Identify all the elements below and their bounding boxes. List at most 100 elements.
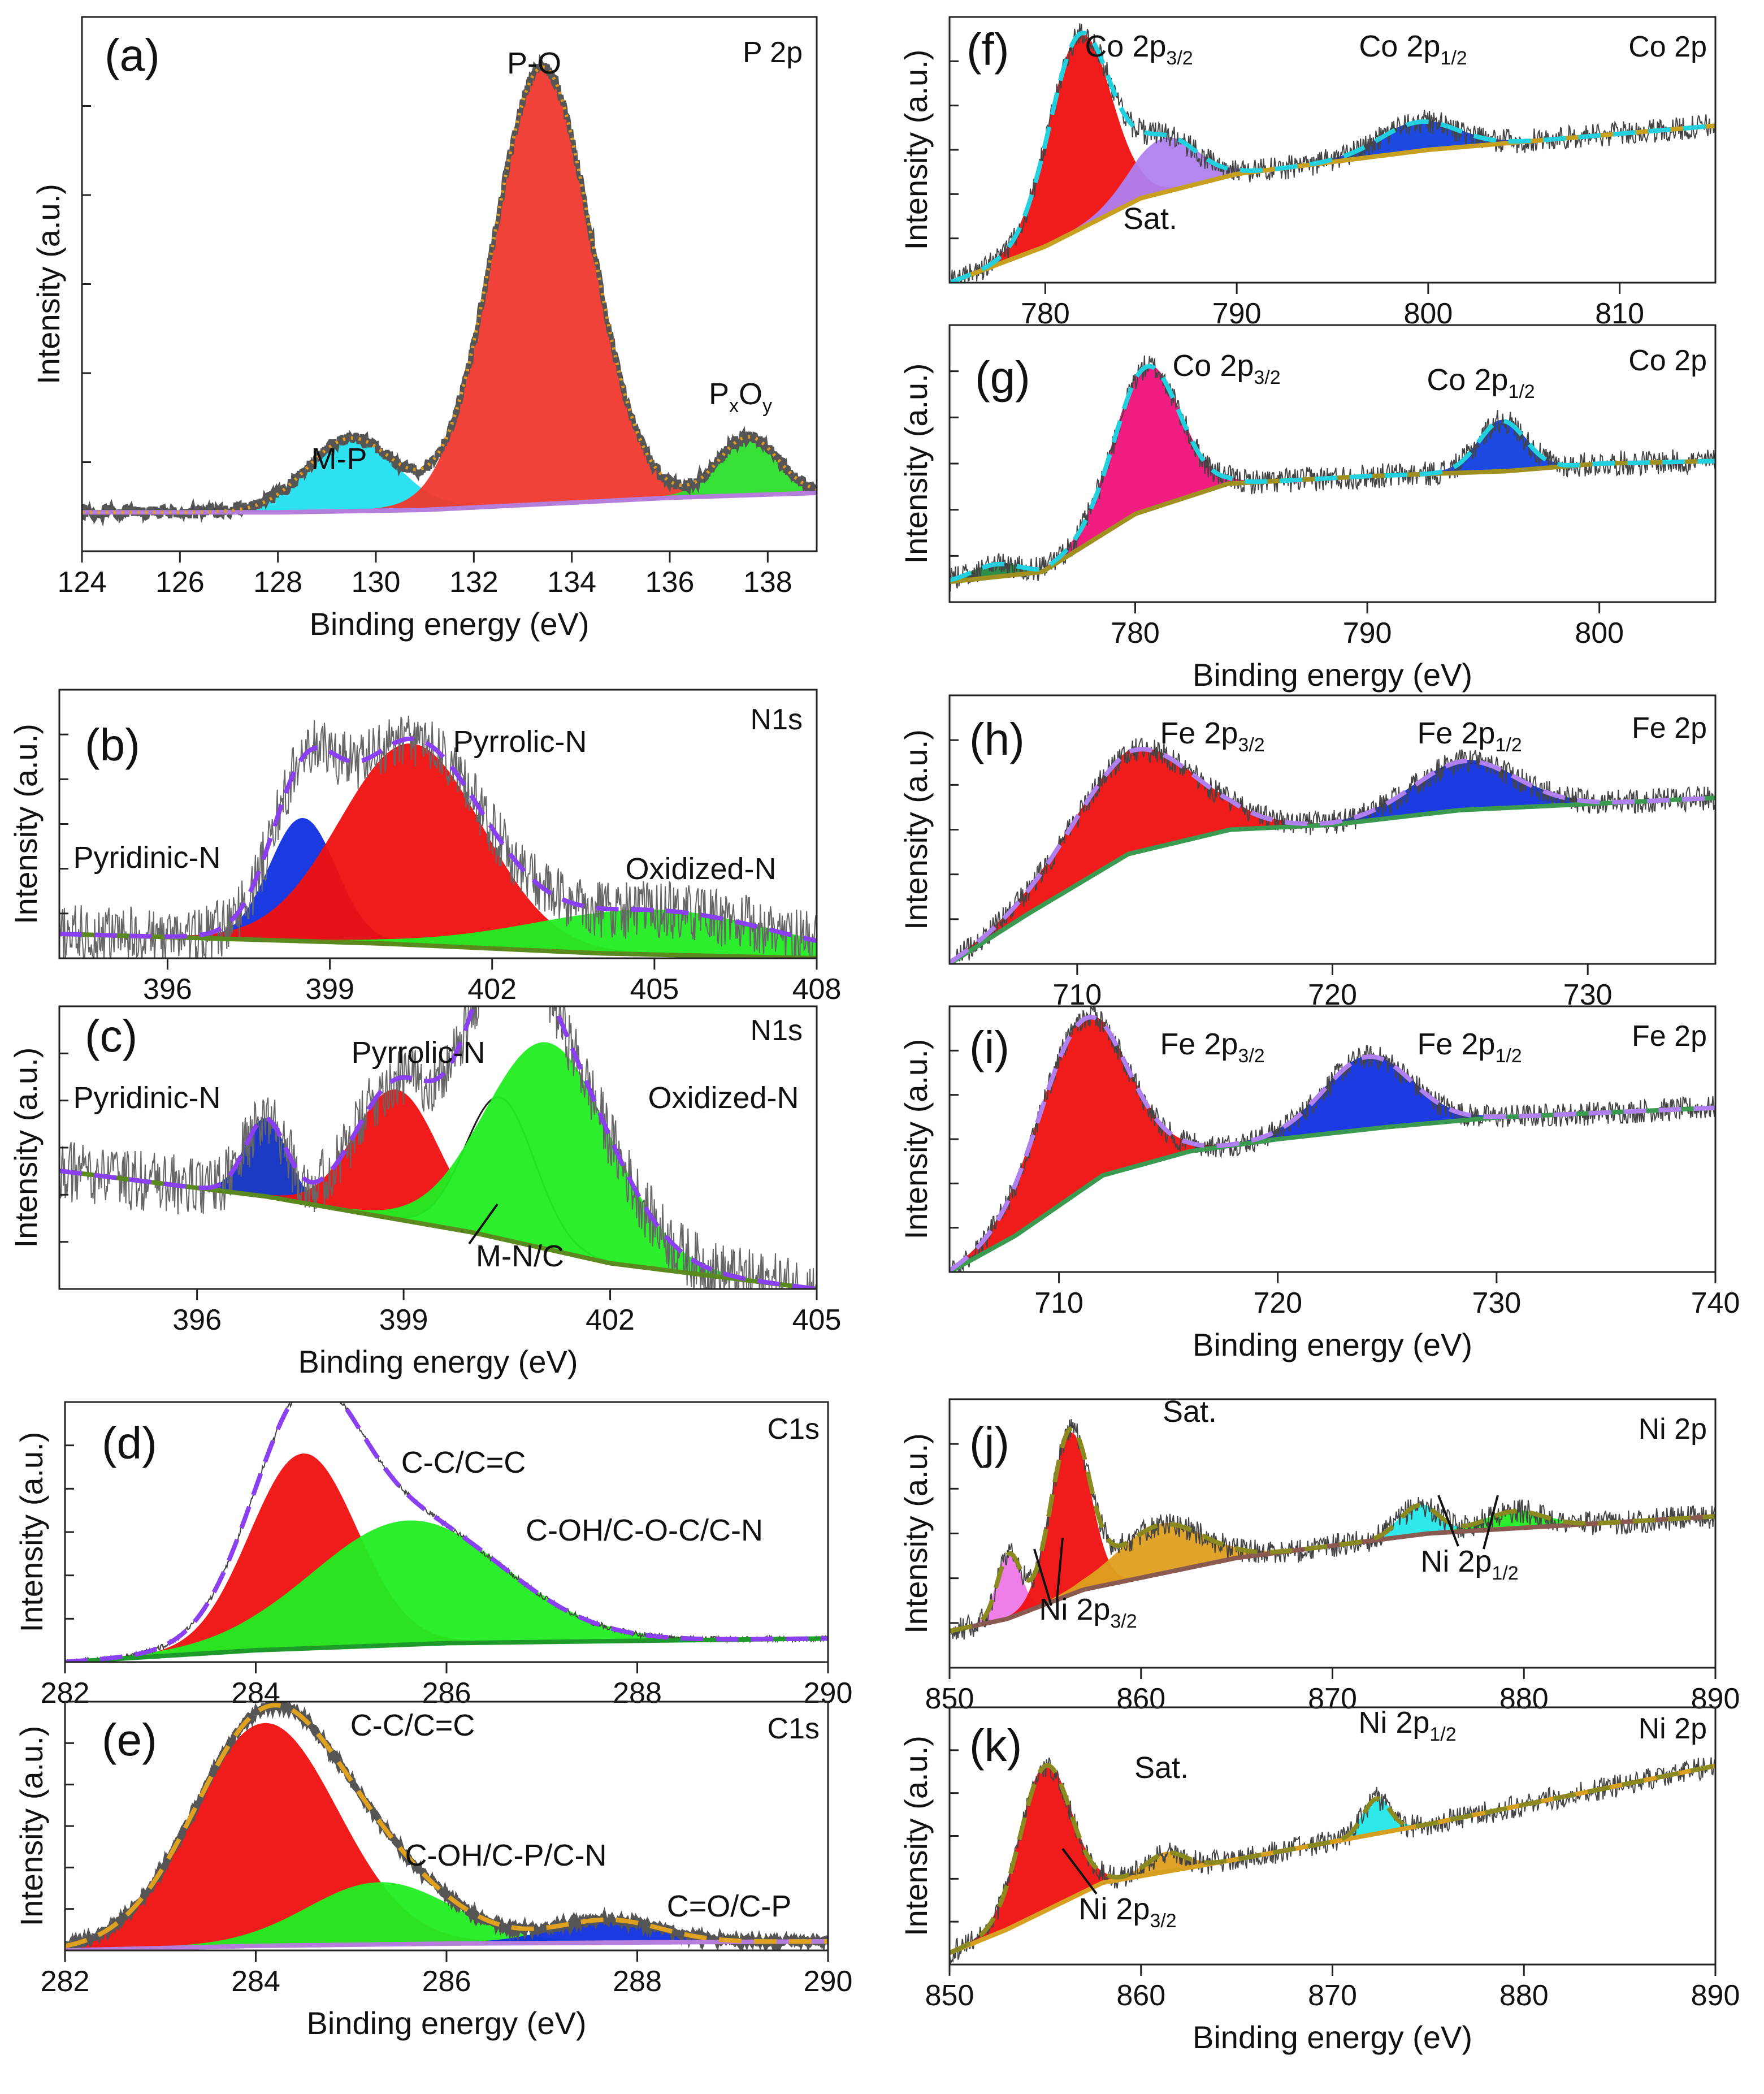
annotation-leader — [1437, 1495, 1459, 1547]
background-line — [950, 1514, 1715, 1634]
chart-panel-e: 282 284 286 288 290 Binding energy (eV) Intens… — [14, 1701, 853, 2041]
envelope-line — [950, 31, 1715, 283]
plot-area — [65, 1402, 828, 1662]
annotation-leader — [468, 1203, 499, 1245]
envelope-line — [950, 1763, 1715, 1955]
x-tick-label: 402 — [586, 1304, 635, 1336]
x-tick-label: 286 — [422, 1677, 471, 1710]
annotation-leader — [1056, 1537, 1064, 1600]
plot-area — [65, 1702, 828, 1950]
x-tick-label: 730 — [1472, 1287, 1521, 1319]
y-axis-label: Intensity (a.u.) — [898, 50, 934, 250]
plot-frame — [948, 694, 1717, 965]
peak-area — [950, 748, 1715, 964]
y-axis-label: Intensity (a.u.) — [898, 1736, 934, 1936]
x-tick-label: 780 — [1111, 617, 1160, 650]
x-tick-label: 399 — [379, 1304, 428, 1336]
envelope-line — [65, 1703, 828, 1949]
envelope-line — [59, 736, 817, 944]
raw-data-line — [82, 54, 817, 527]
panel-letter: (d) — [102, 1418, 157, 1468]
panel-letter: (i) — [969, 1022, 1009, 1072]
peak-area — [82, 66, 817, 514]
corner-label: C1s — [768, 1413, 820, 1446]
peak-label: Sat. — [1134, 1751, 1189, 1785]
annotation-leader — [1483, 1495, 1499, 1550]
chart-panel-b: 396 399 402 405 408 Intensity (a.u.) (b) N1s Pyr… — [8, 689, 842, 1006]
x-tick-label: 290 — [804, 1965, 853, 1998]
panel-letter: (a) — [105, 30, 160, 80]
panel-letter: (g) — [975, 352, 1030, 403]
plot-area — [59, 1006, 817, 1289]
envelope-line — [950, 1015, 1715, 1272]
x-tick-label: 850 — [925, 1979, 974, 2012]
envelope-line — [82, 65, 817, 514]
corner-label: N1s — [751, 703, 803, 736]
plot-area — [950, 23, 1715, 283]
plot-area — [59, 715, 817, 958]
corner-label: Co 2p — [1628, 31, 1707, 63]
peak-label: Pyrrolic-N — [453, 725, 587, 759]
y-axis-label: Intensity (a.u.) — [898, 729, 934, 930]
corner-label: Ni 2p — [1639, 1413, 1707, 1446]
x-tick-label: 138 — [743, 566, 792, 599]
x-tick-label: 408 — [792, 973, 842, 1006]
x-axis-label: Binding energy (eV) — [1193, 2019, 1472, 2055]
raw-data-line — [950, 355, 1715, 592]
peak-label: M-P — [311, 442, 367, 476]
peak-label: Sat. — [1123, 202, 1177, 236]
x-tick-label: 720 — [1253, 1287, 1302, 1319]
corner-label: N1s — [751, 1014, 803, 1047]
x-tick-label: 288 — [613, 1677, 662, 1710]
peak-label: Sat. — [1163, 1395, 1217, 1429]
x-tick-label: 890 — [1691, 1979, 1740, 2012]
x-tick-label: 860 — [1116, 1979, 1165, 2012]
x-axis-label: Binding energy (eV) — [298, 1344, 578, 1379]
y-axis-label: Intensity (a.u.) — [14, 1726, 49, 1927]
corner-label: Fe 2p — [1632, 712, 1707, 745]
x-tick-label: 132 — [449, 566, 499, 599]
raw-data-line — [950, 1419, 1715, 1640]
y-axis-label: Intensity (a.u.) — [898, 364, 934, 564]
peak-label: Fe 2p1/2 — [1417, 716, 1522, 756]
x-tick-label: 405 — [630, 973, 679, 1006]
chart-panel-c: 396 399 402 405 Binding energy (eV) Intensity… — [8, 1005, 842, 1379]
background-line — [950, 1105, 1715, 1272]
plot-area — [950, 737, 1715, 964]
chart-panel-a: 124 126 128 130 132 134 136 138 Binding energy (… — [31, 16, 818, 642]
plot-area — [950, 1757, 1715, 1965]
peak-label: Ni 2p3/2 — [1039, 1593, 1137, 1632]
x-tick-label: 880 — [1499, 1979, 1549, 2012]
x-tick-label: 405 — [792, 1304, 842, 1336]
peak-label: C-OH/C-O-C/C-N — [526, 1513, 763, 1547]
annotation-leader — [1061, 1848, 1098, 1895]
y-axis-label: Intensity (a.u.) — [31, 184, 66, 384]
x-tick-label: 790 — [1343, 617, 1392, 650]
envelope-line — [65, 1402, 828, 1662]
y-axis-label: Intensity (a.u.) — [8, 1048, 44, 1248]
x-tick-label: 288 — [613, 1965, 662, 1998]
x-tick-label: 710 — [1034, 1287, 1083, 1319]
peak-label: Fe 2p3/2 — [1160, 716, 1264, 756]
chart-panel-k: 850 860 870 880 890 Binding energy (eV) Intens… — [898, 1706, 1740, 2055]
raw-data-line — [59, 715, 817, 958]
x-tick-label: 130 — [352, 566, 401, 599]
x-tick-label: 134 — [547, 566, 596, 599]
x-tick-label: 870 — [1308, 1682, 1357, 1715]
x-axis-label: Binding energy (eV) — [310, 606, 590, 642]
panel-letter: (c) — [85, 1011, 137, 1061]
panel-letter: (k) — [969, 1720, 1022, 1771]
peak-label: Pyrrolic-N — [352, 1036, 486, 1070]
x-tick-label: 800 — [1575, 617, 1624, 650]
corner-label: C1s — [768, 1712, 820, 1745]
panel-letter: (b) — [85, 720, 140, 770]
x-tick-label: 870 — [1308, 1979, 1357, 2012]
peak-label: M-N/C — [476, 1239, 564, 1273]
y-axis-label: Intensity (a.u.) — [898, 1039, 934, 1240]
peak-area — [950, 1016, 1715, 1272]
x-tick-label: 124 — [58, 566, 107, 599]
